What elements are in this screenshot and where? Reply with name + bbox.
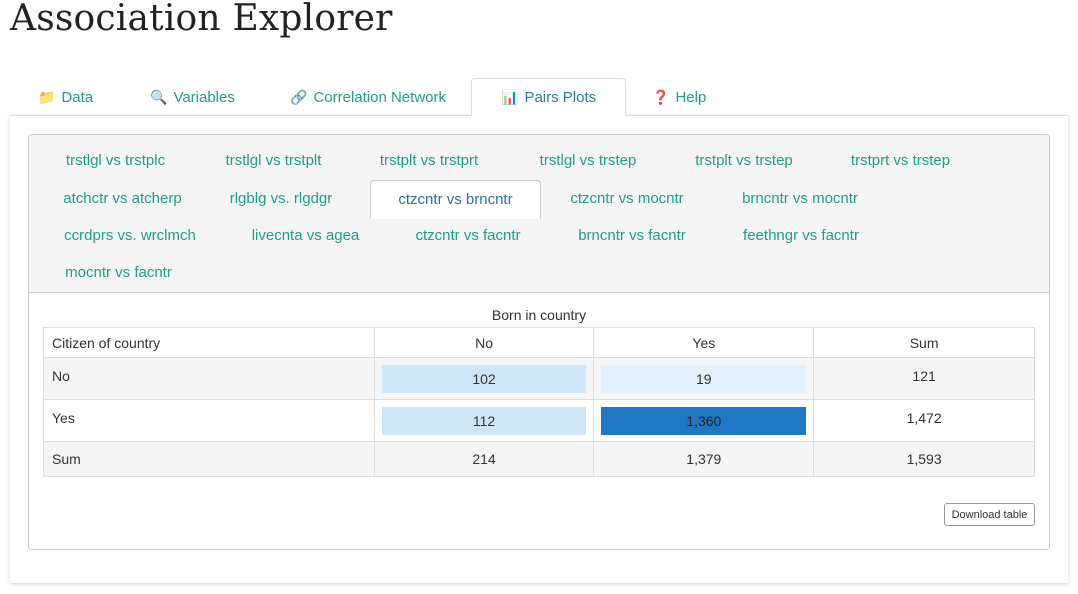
tab-pairs-plots[interactable]: 📊 Pairs Plots bbox=[471, 78, 627, 116]
link-icon: 🔗 bbox=[290, 89, 308, 105]
pair-tab-brncntr-facntr[interactable]: brncntr vs facntr bbox=[578, 226, 686, 244]
table-cell: 102 bbox=[373, 357, 595, 400]
magnifier-icon: 🔍 bbox=[150, 89, 168, 105]
download-table-button[interactable]: Download table bbox=[944, 503, 1035, 526]
table-cell: 1,360 bbox=[593, 399, 815, 442]
pair-tab-atchctr-atcherp[interactable]: atchctr vs atcherp bbox=[63, 189, 182, 207]
pair-tab-brncntr-mocntr[interactable]: brncntr vs mocntr bbox=[742, 189, 858, 207]
tab-correlation-network-label: Correlation Network bbox=[313, 88, 446, 106]
tab-variables-label: Variables bbox=[173, 88, 235, 106]
tab-variables[interactable]: 🔍 Variables bbox=[150, 78, 235, 116]
sum-cell: 121 bbox=[813, 357, 1035, 400]
tab-correlation-network[interactable]: 🔗 Correlation Network bbox=[290, 78, 446, 116]
heat-cell: 102 bbox=[381, 364, 587, 393]
bar-chart-icon: 📊 bbox=[501, 89, 519, 105]
sum-cell: 214 bbox=[373, 441, 595, 477]
pair-tab-ctzcntr-mocntr[interactable]: ctzcntr vs mocntr bbox=[570, 189, 684, 207]
col-header-no: No bbox=[373, 327, 595, 358]
app-title: Association Explorer bbox=[10, 0, 393, 39]
row-label-no: No bbox=[43, 357, 375, 400]
pair-tab-ctzcntr-facntr[interactable]: ctzcntr vs facntr bbox=[415, 226, 521, 244]
heat-cell: 1,360 bbox=[601, 406, 807, 435]
pair-tab-trstlgl-trstep[interactable]: trstlgl vs trstep bbox=[539, 151, 637, 169]
pair-tab-trstlgl-trstplc[interactable]: trstlgl vs trstplc bbox=[65, 151, 166, 169]
crosstab-table: Citizen of country No Yes Sum No 102 19 … bbox=[43, 327, 1035, 477]
table-row: Sum 214 1,379 1,593 bbox=[43, 441, 1035, 477]
pair-tab-rlgblg-rlgdgr[interactable]: rlgblg vs. rlgdgr bbox=[229, 189, 333, 207]
pair-tab-trstplt-trstprt[interactable]: trstplt vs trstprt bbox=[379, 151, 479, 169]
top-tab-bar: 📁 Data 🔍 Variables 🔗 Correlation Network… bbox=[10, 78, 1068, 116]
folder-icon: 📁 bbox=[38, 89, 56, 105]
col-header-yes: Yes bbox=[593, 327, 815, 358]
tab-help[interactable]: ❓ Help bbox=[652, 78, 706, 116]
row-variable-header: Citizen of country bbox=[43, 327, 375, 358]
pair-tab-mocntr-facntr[interactable]: mocntr vs facntr bbox=[65, 263, 172, 281]
table-caption: Born in country bbox=[491, 307, 587, 323]
table-row: Yes 112 1,360 1,472 bbox=[43, 399, 1035, 442]
pair-tab-feethngr-facntr[interactable]: feethngr vs facntr bbox=[743, 226, 859, 244]
table-header-row: Citizen of country No Yes Sum bbox=[43, 327, 1035, 358]
table-row: No 102 19 121 bbox=[43, 357, 1035, 400]
pair-tab-trstprt-trstep[interactable]: trstprt vs trstep bbox=[850, 151, 951, 169]
pair-tab-trstplt-trstep[interactable]: trstplt vs trstep bbox=[695, 151, 793, 169]
pairs-tabset: trstlgl vs trstplc trstlgl vs trstplt tr… bbox=[28, 134, 1050, 550]
col-header-sum: Sum bbox=[813, 327, 1035, 358]
pair-tab-bar: trstlgl vs trstplc trstlgl vs trstplt tr… bbox=[29, 135, 1049, 293]
table-cell: 112 bbox=[373, 399, 595, 442]
table-cell: 19 bbox=[593, 357, 815, 400]
pair-tab-ccrdprs-wrclmch[interactable]: ccrdprs vs. wrclmch bbox=[64, 226, 196, 244]
tab-help-label: Help bbox=[675, 88, 707, 106]
sum-cell: 1,472 bbox=[813, 399, 1035, 442]
pair-tab-ctzcntr-brncntr[interactable]: ctzcntr vs brncntr bbox=[370, 180, 541, 219]
row-label-sum: Sum bbox=[43, 441, 375, 477]
pair-tab-livecnta-agea[interactable]: livecnta vs agea bbox=[251, 226, 360, 244]
heat-cell: 19 bbox=[601, 364, 807, 393]
tab-data-label: Data bbox=[61, 88, 94, 106]
tab-data[interactable]: 📁 Data bbox=[38, 78, 93, 116]
sum-cell: 1,379 bbox=[593, 441, 815, 477]
pairs-plots-panel: trstlgl vs trstplc trstlgl vs trstplt tr… bbox=[10, 115, 1068, 583]
tab-pairs-plots-label: Pairs Plots bbox=[524, 88, 597, 106]
row-label-yes: Yes bbox=[43, 399, 375, 442]
pair-tab-trstlgl-trstplt[interactable]: trstlgl vs trstplt bbox=[225, 151, 322, 169]
heat-cell: 112 bbox=[381, 406, 587, 435]
sum-cell: 1,593 bbox=[813, 441, 1035, 477]
question-mark-icon: ❓ bbox=[652, 89, 670, 105]
